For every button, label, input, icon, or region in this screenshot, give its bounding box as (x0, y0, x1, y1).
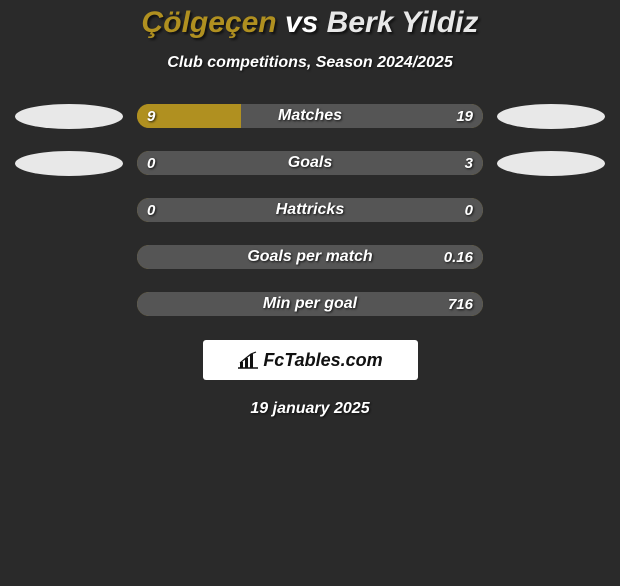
stat-label: Min per goal (137, 292, 483, 316)
stat-bar: 0.16Goals per match (137, 245, 483, 269)
stat-row: 03Goals (0, 151, 620, 175)
bar-chart-icon (237, 351, 259, 369)
stat-row: 919Matches (0, 104, 620, 128)
stat-bar: 03Goals (137, 151, 483, 175)
stat-row: 00Hattricks (0, 198, 620, 222)
player2-ellipse (497, 151, 605, 176)
stat-label: Matches (137, 104, 483, 128)
comparison-chart: 919Matches 03Goals 00Hattricks 0.16Goals pe… (0, 104, 620, 316)
player1-ellipse (15, 104, 123, 129)
player2-ellipse (497, 104, 605, 129)
subtitle: Club competitions, Season 2024/2025 (0, 54, 620, 72)
stat-label: Hattricks (137, 198, 483, 222)
comparison-title: Çölgeçen vs Berk Yildiz (0, 6, 620, 40)
stat-bar: 716Min per goal (137, 292, 483, 316)
stat-row: 716Min per goal (0, 292, 620, 316)
stat-row: 0.16Goals per match (0, 245, 620, 269)
player1-name: Çölgeçen (142, 6, 277, 39)
stat-bar: 00Hattricks (137, 198, 483, 222)
brand-text: FcTables.com (263, 350, 382, 371)
snapshot-date: 19 january 2025 (0, 400, 620, 418)
stat-label: Goals (137, 151, 483, 175)
vs-word: vs (285, 6, 318, 39)
stat-bar: 919Matches (137, 104, 483, 128)
stat-label: Goals per match (137, 245, 483, 269)
brand-badge[interactable]: FcTables.com (203, 340, 418, 380)
player2-name: Berk Yildiz (327, 6, 479, 39)
player1-ellipse (15, 151, 123, 176)
